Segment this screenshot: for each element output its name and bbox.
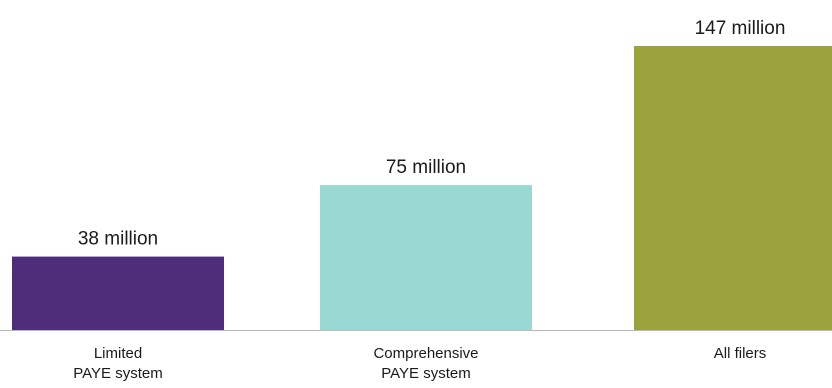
category-label-2-line-1: Comprehensive [373, 345, 478, 362]
bar-1 [12, 256, 224, 330]
category-label-1-line-2: PAYE system [73, 365, 162, 382]
bar-2 [320, 185, 532, 330]
category-label-1: Limited PAYE system [73, 345, 162, 382]
data-label-2: 75 million [386, 157, 466, 178]
category-label-2: Comprehensive PAYE system [373, 345, 478, 382]
data-label-3: 147 million [695, 18, 786, 39]
category-labels-layer: Limited PAYE system Comprehensive PAYE syst… [73, 345, 766, 382]
data-label-1: 38 million [78, 229, 158, 250]
category-label-2-line-2: PAYE system [381, 365, 470, 382]
bar-3 [634, 46, 832, 330]
data-labels-layer: 38 million 75 million 147 million [78, 18, 786, 250]
category-label-3-line-1: All filers [714, 345, 767, 362]
category-label-3: All filers [714, 345, 767, 362]
category-label-1-line-1: Limited [94, 345, 142, 362]
bars-layer [12, 46, 832, 330]
